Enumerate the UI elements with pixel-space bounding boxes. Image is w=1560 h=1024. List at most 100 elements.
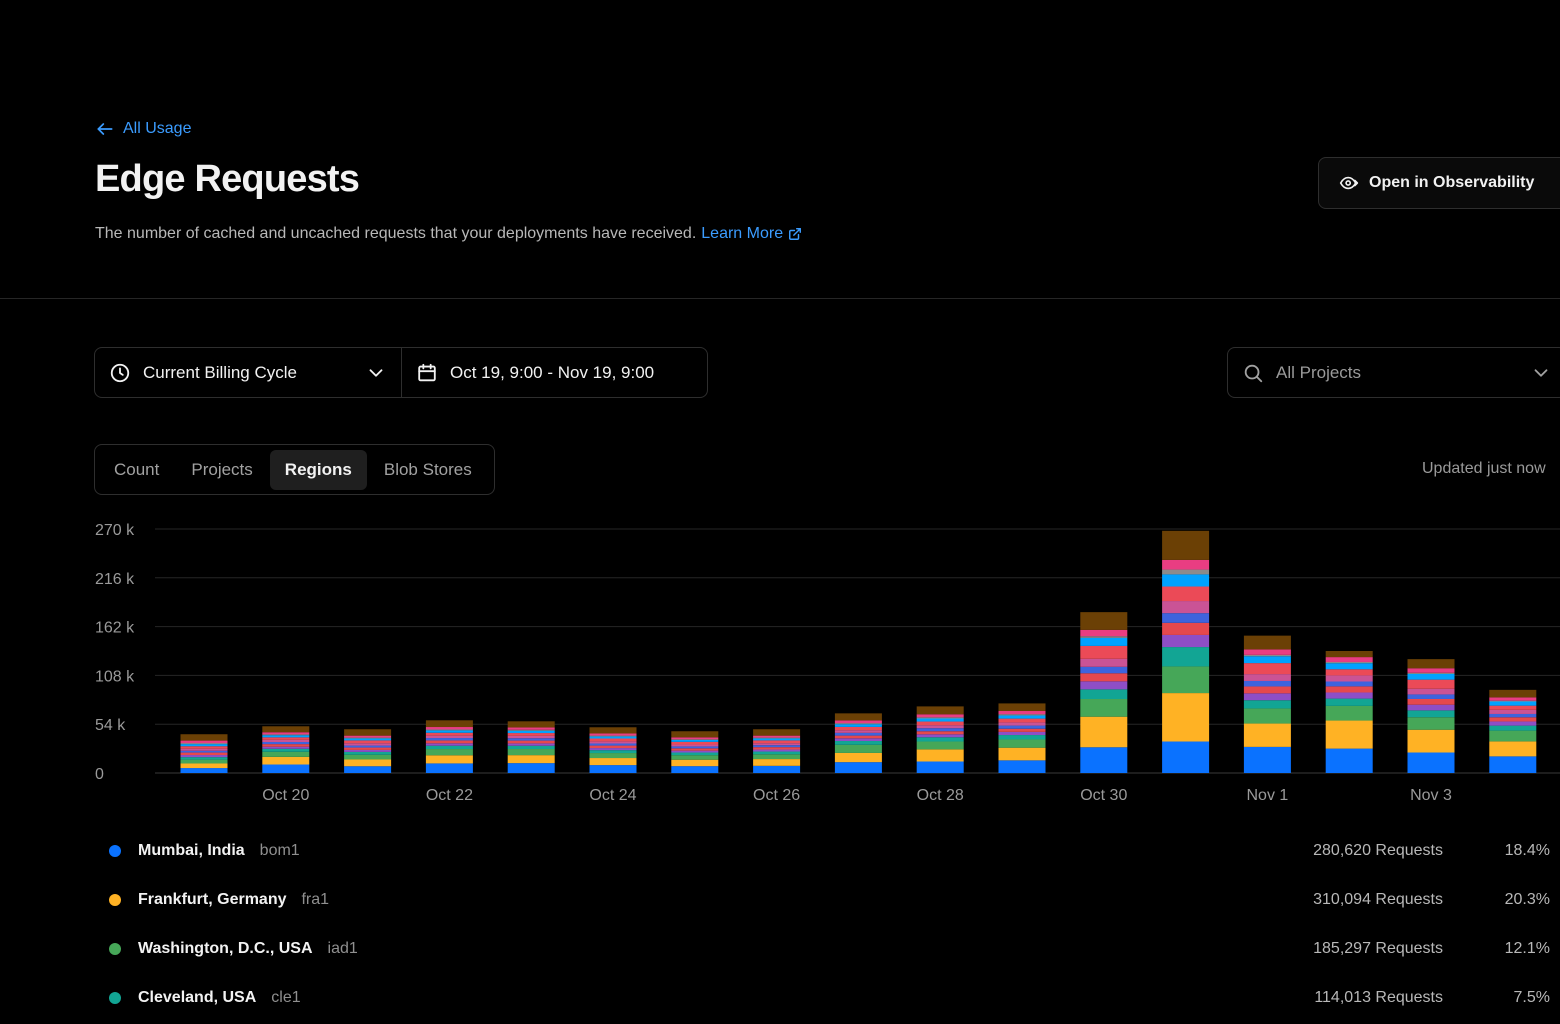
bar-segment (1407, 679, 1455, 689)
bar-segment (998, 718, 1046, 723)
bar-segment (1243, 700, 1291, 709)
bar-segment (753, 749, 801, 752)
bar-nov-1[interactable] (1243, 635, 1291, 773)
bar-segment (1325, 686, 1373, 693)
bar-segment (262, 737, 310, 740)
region-name-label: Washington, D.C., USA (138, 939, 313, 957)
bar-segment (1243, 654, 1291, 657)
bar-segment (344, 737, 392, 739)
bar-segment (1489, 725, 1537, 731)
bar-oct-27[interactable] (834, 713, 882, 773)
bar-segment (507, 727, 555, 730)
bar-segment (1162, 559, 1210, 570)
bar-segment (589, 735, 637, 737)
bar-segment (916, 721, 964, 726)
tab-regions[interactable]: Regions (269, 449, 367, 490)
bar-segment (671, 741, 719, 745)
bar-segment (507, 721, 555, 728)
learn-more-link[interactable]: Learn More (701, 225, 802, 243)
bar-segment (262, 751, 310, 757)
bar-segment (998, 739, 1046, 748)
bar-segment (834, 724, 882, 727)
tab-blob-stores[interactable]: Blob Stores (383, 459, 472, 479)
bar-segment (916, 737, 964, 742)
bar-oct-20[interactable] (262, 726, 310, 773)
bar-segment (589, 750, 637, 754)
legend-row-frankfurt[interactable]: Frankfurt, Germany fra1 310,094 Requests … (0, 875, 1560, 924)
bar-segment (1243, 649, 1291, 655)
bar-segment (1243, 693, 1291, 701)
chevron-down-icon (1534, 368, 1548, 377)
projects-select[interactable]: All Projects (1227, 347, 1560, 398)
bar-segment (916, 731, 964, 735)
bar-segment (1243, 746, 1291, 773)
legend-row-cleveland[interactable]: Cleveland, USA cle1 114,013 Requests 7.5% (0, 973, 1560, 1022)
bar-segment (180, 768, 228, 773)
bar-oct-22[interactable] (425, 720, 473, 773)
all-usage-back-link[interactable]: All Usage (95, 119, 191, 139)
bar-segment (916, 761, 964, 773)
bar-segment (180, 748, 228, 751)
bar-nov-3[interactable] (1407, 659, 1455, 773)
bar-oct-24[interactable] (589, 727, 637, 773)
bar-segment (998, 715, 1046, 719)
bar-nov-2[interactable] (1325, 651, 1373, 773)
date-range-picker[interactable]: Oct 19, 9:00 - Nov 19, 9:00 (402, 348, 707, 397)
bar-segment (262, 732, 310, 735)
bar-segment (507, 735, 555, 739)
bar-segment (507, 733, 555, 736)
y-tick-label: 0 (95, 766, 104, 783)
bar-segment (425, 763, 473, 773)
bar-segment (507, 729, 555, 731)
bar-segment (1407, 659, 1455, 669)
calendar-icon (418, 363, 436, 381)
region-requests: 114,013 Requests (1314, 988, 1443, 1006)
bar-segment (262, 756, 310, 765)
tab-projects[interactable]: Projects (191, 459, 253, 479)
bar-segment (1489, 713, 1537, 718)
bar-oct-31[interactable] (1162, 530, 1210, 773)
bar-segment (1243, 723, 1291, 747)
bar-oct-30[interactable] (1080, 612, 1128, 773)
bar-segment (1080, 637, 1128, 646)
bar-segment (1325, 661, 1373, 664)
legend-row-washington[interactable]: Washington, D.C., USA iad1 185,297 Reques… (0, 924, 1560, 973)
legend-row-mumbai[interactable]: Mumbai, India bom1 280,620 Requests 18.4% (0, 826, 1560, 875)
tab-count[interactable]: Count (114, 459, 160, 479)
bar-segment (425, 720, 473, 728)
bar-segment (1080, 681, 1128, 690)
bar-segment (753, 743, 801, 746)
open-in-observability-button[interactable]: Open in Observability (1318, 157, 1560, 209)
bar-oct-25[interactable] (671, 731, 719, 773)
x-tick-label: Oct 24 (589, 787, 636, 804)
bar-oct-28[interactable] (916, 706, 964, 773)
bar-oct-26[interactable] (753, 729, 801, 773)
bar-segment (262, 748, 310, 752)
arrow-left-icon (97, 123, 113, 135)
bar-segment (425, 755, 473, 764)
bar-segment (589, 758, 637, 766)
bar-segment (344, 743, 392, 746)
bar-segment (916, 725, 964, 729)
legend-color-dot (109, 844, 121, 857)
bar-oct-21[interactable] (344, 729, 392, 773)
bar-segment (1162, 666, 1210, 694)
bar-segment (834, 735, 882, 739)
bar-segment (1162, 741, 1210, 773)
bar-segment (1489, 700, 1537, 702)
bar-segment (834, 720, 882, 724)
bar-segment (1243, 656, 1291, 664)
region-name: Washington, D.C., USA iad1 (138, 940, 358, 958)
bar-segment (507, 745, 555, 750)
bar-segment (1325, 669, 1373, 676)
bar-segment (1080, 629, 1128, 637)
bar-segment (998, 722, 1046, 726)
bar-segment (344, 759, 392, 767)
bar-oct-19[interactable] (180, 734, 228, 773)
bar-nov-4[interactable] (1489, 689, 1537, 773)
bar-oct-23[interactable] (507, 721, 555, 773)
billing-cycle-select[interactable]: Current Billing Cycle (95, 348, 402, 397)
bar-oct-29[interactable] (998, 703, 1046, 773)
observability-button-label: Open in Observability (1369, 174, 1535, 191)
bar-segment (1243, 686, 1291, 694)
